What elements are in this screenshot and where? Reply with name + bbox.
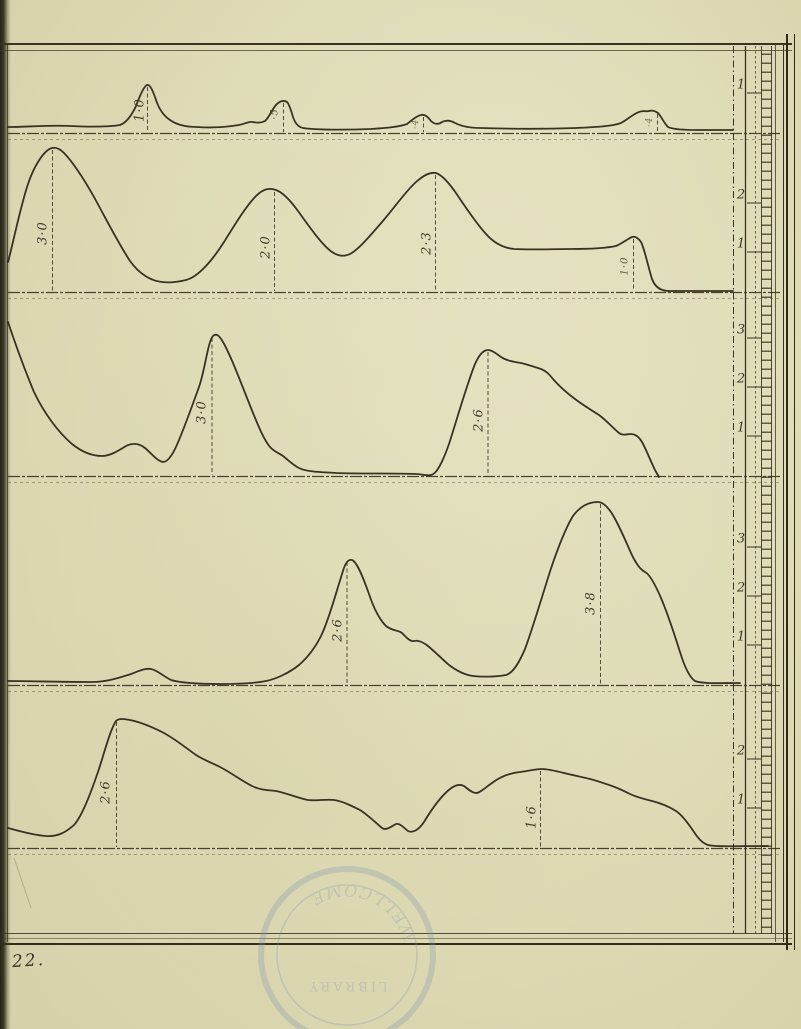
scale-number: 2: [736, 371, 746, 387]
paper-crease: [13, 857, 32, 909]
peak-droplines: [52, 87, 658, 847]
scale-number: 2: [736, 187, 746, 203]
ordinate-label: 2·3: [419, 231, 435, 255]
trace-path-4: [7, 501, 741, 685]
trace-path-1: [7, 84, 734, 131]
ordinate-label: 2·6: [330, 618, 346, 642]
droplines-panel-3: [211, 338, 489, 475]
panel-baselines: [8, 132, 781, 850]
recorded-traces: [7, 84, 769, 848]
ordinate-label: 1·0: [619, 256, 631, 276]
scale-number: 1: [736, 420, 746, 436]
scale-number: 1: [736, 629, 746, 645]
ordinate-label: ·4: [411, 118, 421, 130]
plate-border-bottom: [0, 933, 792, 945]
stamp-watermark: WELLCOME LIBRARY: [258, 866, 436, 1029]
ordinate-label: 1·6: [524, 805, 540, 829]
ordinate-label: 2·6: [471, 408, 487, 432]
scale-number: 2: [736, 743, 746, 759]
plate-border-right: [775, 43, 784, 942]
stamp-ring-inner: [276, 884, 418, 1026]
scale-number: 2: [736, 580, 746, 596]
trace-path-3: [7, 321, 660, 478]
ordinate-label: 1·0: [132, 98, 148, 122]
page-edge-right: [786, 34, 795, 950]
scale-number: 1: [736, 77, 746, 93]
droplines-panel-2: [52, 150, 634, 291]
droplines-panel-5: [116, 722, 541, 847]
scale-number-ticks: [747, 92, 762, 809]
plate-border-top: [0, 43, 792, 51]
scale-number: 1: [736, 236, 746, 252]
panel-baseline-echo-lines: [8, 139, 781, 855]
ordinate-label: 3·0: [194, 400, 210, 424]
droplines-panel-1: [147, 87, 658, 132]
scale-number: 3: [736, 322, 746, 338]
ordinate-label: 2·0: [258, 235, 274, 259]
plate-number: 22.: [11, 949, 46, 973]
trace-path-2: [7, 146, 734, 292]
ordinate-label: ·4: [645, 116, 655, 128]
plate-border-left: [7, 44, 11, 942]
trace-path-5: [7, 718, 769, 848]
scale-column-rules: [733, 46, 762, 934]
scale-number: 3: [736, 531, 746, 547]
scale-number: 1: [736, 792, 746, 808]
ordinate-label: 3·8: [583, 591, 599, 615]
scale-ladder-ruler: [761, 46, 772, 934]
stamp-center-text: LIBRARY: [306, 978, 387, 993]
ordinate-label: ·5: [269, 108, 281, 120]
stamp-ring-outer: [258, 866, 436, 1029]
ordinate-label: 3·0: [35, 221, 51, 245]
page-gutter-shadow: [0, 0, 11, 1029]
droplines-panel-4: [346, 504, 601, 684]
ordinate-label: 2·6: [98, 780, 114, 804]
